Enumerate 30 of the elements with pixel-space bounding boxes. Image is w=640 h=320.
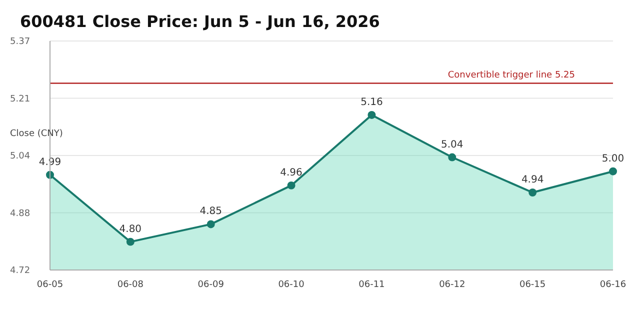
y-tick-label: 5.37 (10, 37, 30, 47)
data-label: 5.00 (602, 153, 624, 164)
point (287, 181, 296, 190)
point (206, 220, 215, 228)
data-label: 4.96 (280, 167, 302, 178)
x-tick-label: 06-05 (36, 280, 64, 290)
y-axis-title: Close (CNY) (10, 129, 63, 139)
x-tick-label: 06-09 (198, 280, 224, 290)
y-tick-label: 4.72 (10, 266, 30, 276)
point (126, 238, 134, 246)
data-label: 4.80 (119, 224, 142, 235)
data-label: 5.16 (360, 96, 383, 108)
x-tick-label: 06-12 (439, 280, 466, 290)
data-label: 4.85 (200, 206, 222, 218)
y-tick-label: 5.21 (10, 94, 30, 104)
data-label: 4.94 (521, 174, 544, 186)
x-tick-label: 06-11 (358, 280, 385, 290)
point (528, 188, 537, 196)
x-tick-label: 06-16 (600, 280, 626, 290)
point (368, 111, 376, 119)
chart-title: 600481 Close Price: Jun 5 - Jun 16, 2026 (20, 12, 380, 31)
y-tick-label: 4.88 (10, 208, 30, 219)
x-tick-label: 06-15 (519, 280, 546, 290)
ref-line-label: Convertible trigger line 5.25 (448, 70, 575, 80)
y-tick-label: 5.04 (10, 152, 30, 162)
point (448, 153, 456, 162)
x-tick-label: 06-10 (278, 280, 305, 290)
x-tick-label: 06-08 (117, 280, 144, 290)
data-label: 5.04 (441, 139, 464, 150)
point (609, 167, 617, 176)
